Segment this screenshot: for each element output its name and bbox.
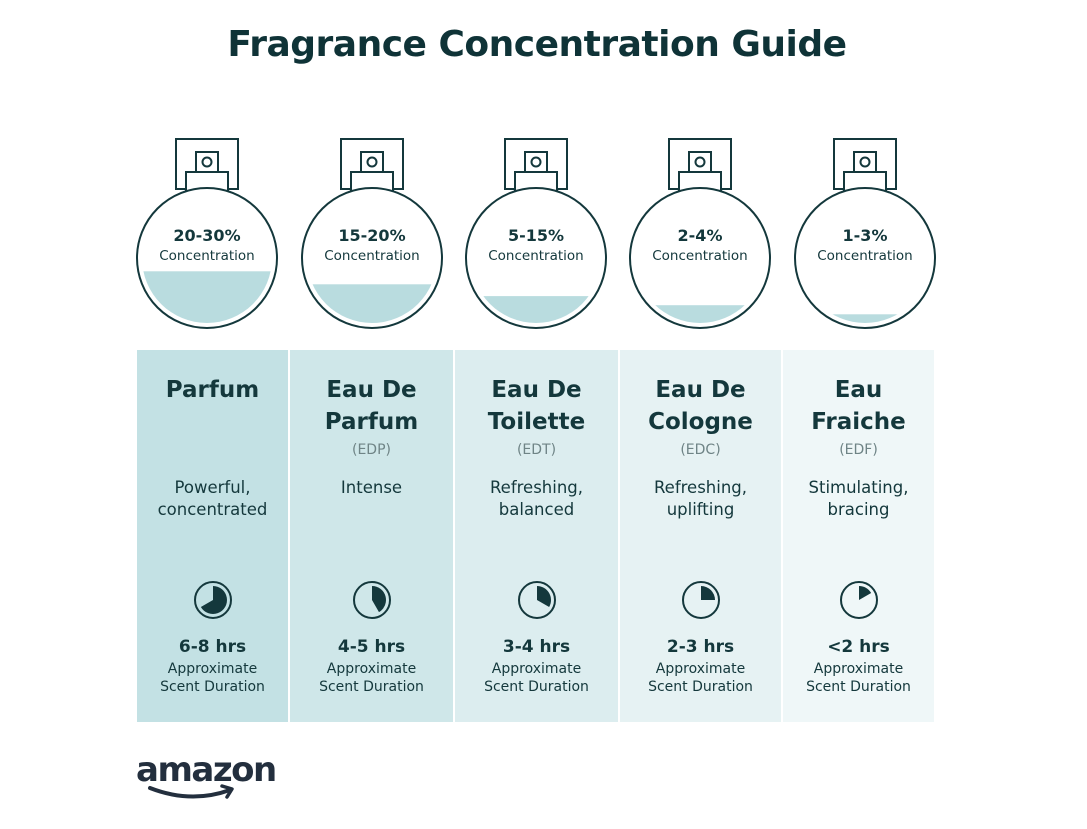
concentration-percent: 20-30% (173, 226, 240, 245)
page-title: Fragrance Concentration Guide (227, 24, 847, 65)
bottle-icon: 15-20% Concentration (301, 138, 443, 329)
column-5 (783, 350, 934, 722)
description: Intense (340, 478, 403, 497)
bottle-icon: 1-3% Concentration (794, 138, 936, 329)
bottle-icon: 20-30% Concentration (136, 138, 278, 329)
duration-hours: 6-8 hrs (178, 637, 247, 657)
bottle-icon: 2-4% Concentration (629, 138, 771, 329)
duration-label-line2: Scent Duration (484, 679, 589, 695)
clock-icon (681, 581, 720, 619)
description: Refreshing, (653, 478, 748, 497)
abbreviation: (EDF) (839, 442, 878, 458)
liquid-fill (142, 271, 272, 323)
duration-label: Approximate (491, 661, 582, 677)
concentration-percent: 2-4% (678, 226, 723, 245)
description-line2: bracing (827, 500, 890, 519)
column-2 (290, 350, 453, 722)
fragrance-name-line2: Parfum (324, 409, 419, 435)
concentration-label: Concentration (324, 248, 420, 264)
duration-label: Approximate (326, 661, 417, 677)
fragrance-name-line2: Fraiche (811, 409, 906, 435)
fragrance-name: Eau (834, 377, 883, 403)
amazon-logo-text: amazon (136, 750, 276, 790)
fragrance-name-line2: Cologne (648, 409, 753, 435)
description: Refreshing, (489, 478, 584, 497)
duration-label: Approximate (167, 661, 258, 677)
concentration-label: Concentration (159, 248, 255, 264)
duration-hours: <2 hrs (827, 637, 890, 657)
description-line2: concentrated (157, 500, 268, 519)
fragrance-name: Eau De (655, 377, 746, 403)
amazon-logo: amazon (136, 750, 277, 799)
duration-hours: 3-4 hrs (502, 637, 571, 657)
duration-hours: 4-5 hrs (337, 637, 406, 657)
duration-label-line2: Scent Duration (806, 679, 911, 695)
description: Powerful, (174, 478, 251, 497)
abbreviation: (EDP) (352, 442, 391, 458)
concentration-percent: 15-20% (338, 226, 405, 245)
bottle-icon: 5-15% Concentration (465, 138, 607, 329)
duration-label-line2: Scent Duration (319, 679, 424, 695)
column-4 (620, 350, 781, 722)
concentration-label: Concentration (488, 248, 584, 264)
duration-label-line2: Scent Duration (648, 679, 753, 695)
clock-icon (352, 581, 391, 619)
clock-icon (193, 581, 232, 619)
duration-label: Approximate (655, 661, 746, 677)
fragrance-name: Parfum (165, 377, 260, 403)
clock-icon (839, 581, 878, 619)
duration-label-line2: Scent Duration (160, 679, 265, 695)
fragrance-name: Eau De (326, 377, 417, 403)
duration-label: Approximate (813, 661, 904, 677)
fragrance-name: Eau De (491, 377, 582, 403)
concentration-percent: 5-15% (508, 226, 564, 245)
fragrance-name-line2: Toilette (487, 409, 586, 435)
duration-hours: 2-3 hrs (666, 637, 735, 657)
abbreviation: (EDC) (680, 442, 721, 458)
liquid-fill (800, 314, 930, 323)
clock-icon (517, 581, 556, 619)
concentration-percent: 1-3% (843, 226, 888, 245)
column-1 (137, 350, 288, 722)
description-line2: uplifting (666, 500, 735, 519)
concentration-label: Concentration (652, 248, 748, 264)
concentration-label: Concentration (817, 248, 913, 264)
abbreviation: (EDT) (516, 442, 557, 458)
column-3 (455, 350, 618, 722)
description: Stimulating, (808, 478, 909, 497)
description-line2: balanced (498, 500, 575, 519)
